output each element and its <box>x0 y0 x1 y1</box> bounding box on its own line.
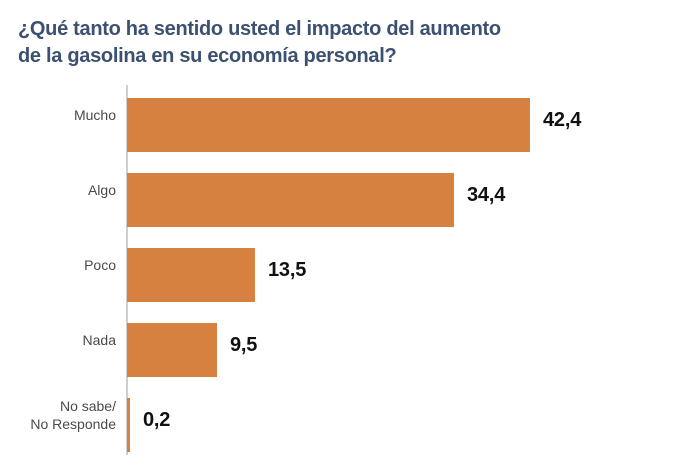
bar <box>127 172 454 227</box>
chart-row: Poco 13,5 <box>0 237 699 312</box>
value-label: 13,5 <box>268 259 307 281</box>
bar-area: 9,5 <box>127 312 257 387</box>
bar-area: 0,2 <box>127 387 170 462</box>
chart-rows: Mucho 42,4 Algo 34,4 Poco 13,5 Nada 9,5 No sabe/… <box>0 87 699 462</box>
category-label: Mucho <box>73 106 116 123</box>
chart-row: No sabe/ No Responde 0,2 <box>0 387 699 462</box>
category-label: Poco <box>84 256 116 273</box>
bar-area: 42,4 <box>127 87 581 162</box>
bar <box>127 247 255 302</box>
bar-area: 13,5 <box>127 237 306 312</box>
value-label: 0,2 <box>143 409 171 431</box>
category-label: Algo <box>87 181 116 198</box>
chart-row: Mucho 42,4 <box>0 87 699 162</box>
value-label: 9,5 <box>230 334 258 356</box>
bar <box>127 322 217 377</box>
chart-title: ¿Qué tanto ha sentido usted el impacto d… <box>18 18 501 67</box>
bar-area: 34,4 <box>127 162 505 237</box>
value-label: 34,4 <box>467 184 506 206</box>
category-label: No sabe/ No Responde <box>30 397 116 432</box>
category-label: Nada <box>82 331 116 348</box>
bar <box>127 97 530 152</box>
chart-row: Nada 9,5 <box>0 312 699 387</box>
chart-row: Algo 34,4 <box>0 162 699 237</box>
value-label: 42,4 <box>543 109 582 131</box>
bar <box>127 397 130 452</box>
